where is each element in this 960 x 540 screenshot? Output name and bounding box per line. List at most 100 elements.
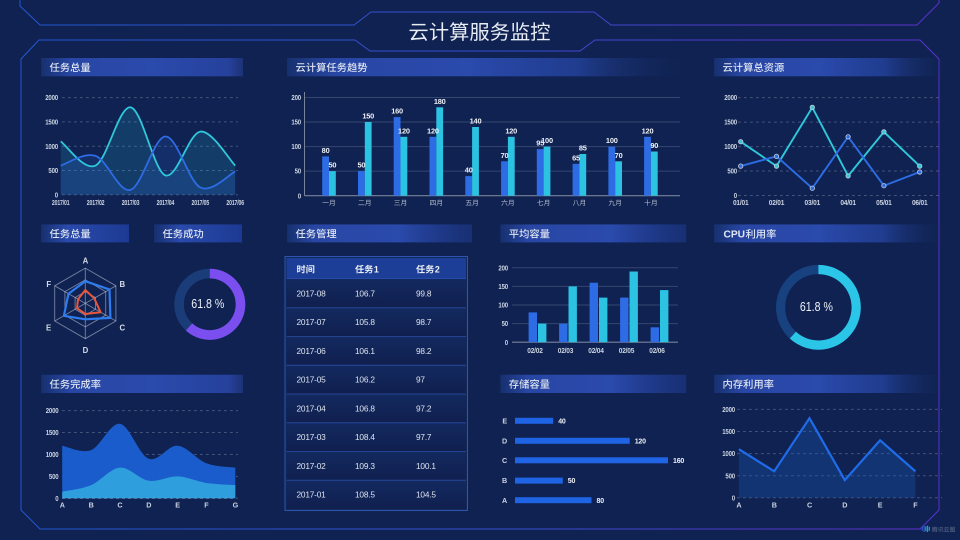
svg-text:2017/01: 2017/01 — [52, 200, 70, 207]
svg-text:160: 160 — [391, 107, 403, 116]
svg-text:120: 120 — [635, 438, 646, 445]
svg-text:02/02: 02/02 — [527, 348, 543, 355]
svg-text:D: D — [842, 500, 847, 509]
svg-text:80: 80 — [597, 498, 605, 505]
svg-text:85: 85 — [579, 144, 587, 153]
svg-text:95: 95 — [536, 139, 544, 148]
svg-text:106.7: 106.7 — [355, 288, 375, 298]
svg-text:120: 120 — [642, 126, 654, 135]
svg-text:D: D — [146, 500, 151, 509]
svg-text:04/01: 04/01 — [840, 200, 856, 207]
svg-text:E: E — [175, 500, 180, 509]
svg-text:97: 97 — [416, 375, 425, 385]
svg-text:B: B — [502, 476, 507, 485]
svg-text:CPU: CPU — [724, 230, 746, 241]
svg-text:2017/05: 2017/05 — [192, 200, 210, 207]
svg-text:50: 50 — [502, 319, 509, 328]
svg-text:2000: 2000 — [45, 93, 58, 102]
svg-text:106.8: 106.8 — [355, 403, 375, 413]
svg-text:500: 500 — [48, 166, 58, 175]
svg-text:100: 100 — [291, 142, 301, 151]
svg-text:98.7: 98.7 — [416, 317, 432, 327]
svg-text:C: C — [120, 324, 126, 333]
svg-text:2000: 2000 — [46, 406, 59, 415]
svg-text:50: 50 — [295, 167, 302, 176]
svg-text:C: C — [502, 456, 507, 465]
svg-text:1500: 1500 — [722, 427, 735, 436]
svg-text:2017-08: 2017-08 — [297, 288, 327, 298]
svg-text:100: 100 — [541, 136, 553, 145]
svg-text:2017-05: 2017-05 — [297, 375, 327, 385]
svg-text:1000: 1000 — [722, 449, 735, 458]
svg-text:B: B — [120, 280, 126, 289]
svg-text:1000: 1000 — [724, 142, 737, 151]
svg-text:0: 0 — [734, 191, 737, 200]
svg-text:B: B — [772, 500, 777, 509]
svg-text:180: 180 — [434, 97, 446, 106]
svg-text:40: 40 — [465, 166, 473, 175]
svg-text:0: 0 — [55, 494, 58, 503]
svg-text:150: 150 — [498, 282, 508, 291]
svg-text:50: 50 — [328, 161, 336, 170]
svg-text:01/01: 01/01 — [733, 200, 749, 207]
svg-text:2017/03: 2017/03 — [122, 200, 140, 207]
svg-text:A: A — [83, 257, 89, 266]
svg-text:40: 40 — [558, 418, 566, 425]
svg-text:E: E — [46, 324, 51, 333]
svg-text:03/01: 03/01 — [805, 200, 821, 207]
svg-text:A: A — [502, 496, 507, 505]
svg-text:C: C — [117, 500, 122, 509]
svg-text:F: F — [913, 500, 918, 509]
svg-text:B: B — [89, 500, 94, 509]
svg-text:90: 90 — [650, 141, 658, 150]
svg-text:200: 200 — [291, 93, 301, 102]
svg-text:1000: 1000 — [45, 142, 58, 151]
svg-text:02/04: 02/04 — [588, 348, 604, 355]
svg-text:500: 500 — [49, 472, 59, 481]
svg-text:2017-07: 2017-07 — [297, 317, 327, 327]
svg-text:2017/06: 2017/06 — [226, 200, 244, 207]
svg-text:108.4: 108.4 — [355, 432, 375, 442]
svg-text:97.2: 97.2 — [416, 403, 432, 413]
svg-text:100: 100 — [606, 136, 618, 145]
svg-text:80: 80 — [322, 146, 330, 155]
svg-text:2017-03: 2017-03 — [297, 432, 327, 442]
svg-text:100: 100 — [498, 301, 508, 310]
svg-text:200: 200 — [498, 263, 508, 272]
svg-text:1000: 1000 — [46, 450, 59, 459]
svg-text:2000: 2000 — [722, 405, 735, 414]
svg-text:2017-02: 2017-02 — [297, 461, 327, 471]
svg-text:2000: 2000 — [724, 93, 737, 102]
svg-text:2017-06: 2017-06 — [297, 346, 327, 356]
svg-text:97.7: 97.7 — [416, 432, 432, 442]
svg-text:05/01: 05/01 — [876, 200, 892, 207]
svg-text:70: 70 — [501, 151, 509, 160]
svg-text:108.5: 108.5 — [355, 490, 375, 500]
svg-text:06/01: 06/01 — [912, 200, 928, 207]
svg-text:98.2: 98.2 — [416, 346, 432, 356]
svg-text:1500: 1500 — [45, 118, 58, 127]
svg-text:65: 65 — [572, 153, 580, 162]
svg-text:1500: 1500 — [724, 118, 737, 127]
svg-text:61.8 %: 61.8 % — [191, 296, 224, 311]
svg-text:02/01: 02/01 — [769, 200, 785, 207]
svg-text:D: D — [83, 346, 89, 355]
svg-text:120: 120 — [505, 126, 517, 135]
svg-text:2: 2 — [435, 265, 440, 275]
svg-text:2017-01: 2017-01 — [297, 490, 327, 500]
svg-text:E: E — [878, 500, 883, 509]
svg-text:120: 120 — [398, 126, 410, 135]
svg-text:104.5: 104.5 — [416, 490, 436, 500]
svg-text:D: D — [502, 436, 507, 445]
svg-text:C: C — [807, 500, 812, 509]
svg-text:150: 150 — [362, 112, 374, 121]
svg-text:120: 120 — [427, 126, 439, 135]
svg-text:2017/04: 2017/04 — [157, 200, 175, 207]
svg-text:0: 0 — [55, 190, 58, 199]
svg-text:1: 1 — [374, 265, 379, 275]
svg-text:140: 140 — [470, 117, 482, 126]
svg-text:106.2: 106.2 — [355, 375, 375, 385]
svg-text:70: 70 — [615, 151, 623, 160]
svg-text:02/05: 02/05 — [619, 348, 635, 355]
svg-text:F: F — [46, 280, 51, 289]
